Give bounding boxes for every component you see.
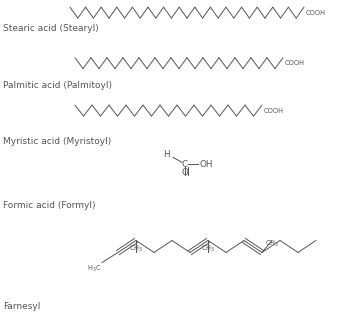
Text: H: H <box>163 150 170 159</box>
Text: O: O <box>182 168 188 177</box>
Text: CH$_3$: CH$_3$ <box>265 239 279 249</box>
Text: C: C <box>182 160 188 169</box>
Text: CH$_3$: CH$_3$ <box>129 244 143 254</box>
Text: COOH: COOH <box>306 10 326 15</box>
Text: Myristic acid (Myristoyl): Myristic acid (Myristoyl) <box>3 137 112 146</box>
Text: OH: OH <box>199 160 213 169</box>
Text: Farnesyl: Farnesyl <box>3 302 41 311</box>
Text: COOH: COOH <box>264 108 284 113</box>
Text: COOH: COOH <box>285 60 305 66</box>
Text: CH$_3$: CH$_3$ <box>201 244 215 254</box>
Text: Stearic acid (Stearyl): Stearic acid (Stearyl) <box>3 24 99 33</box>
Text: Formic acid (Formyl): Formic acid (Formyl) <box>3 201 96 210</box>
Text: H$_3$C: H$_3$C <box>87 264 101 274</box>
Text: Palmitic acid (Palmitoyl): Palmitic acid (Palmitoyl) <box>3 81 112 89</box>
